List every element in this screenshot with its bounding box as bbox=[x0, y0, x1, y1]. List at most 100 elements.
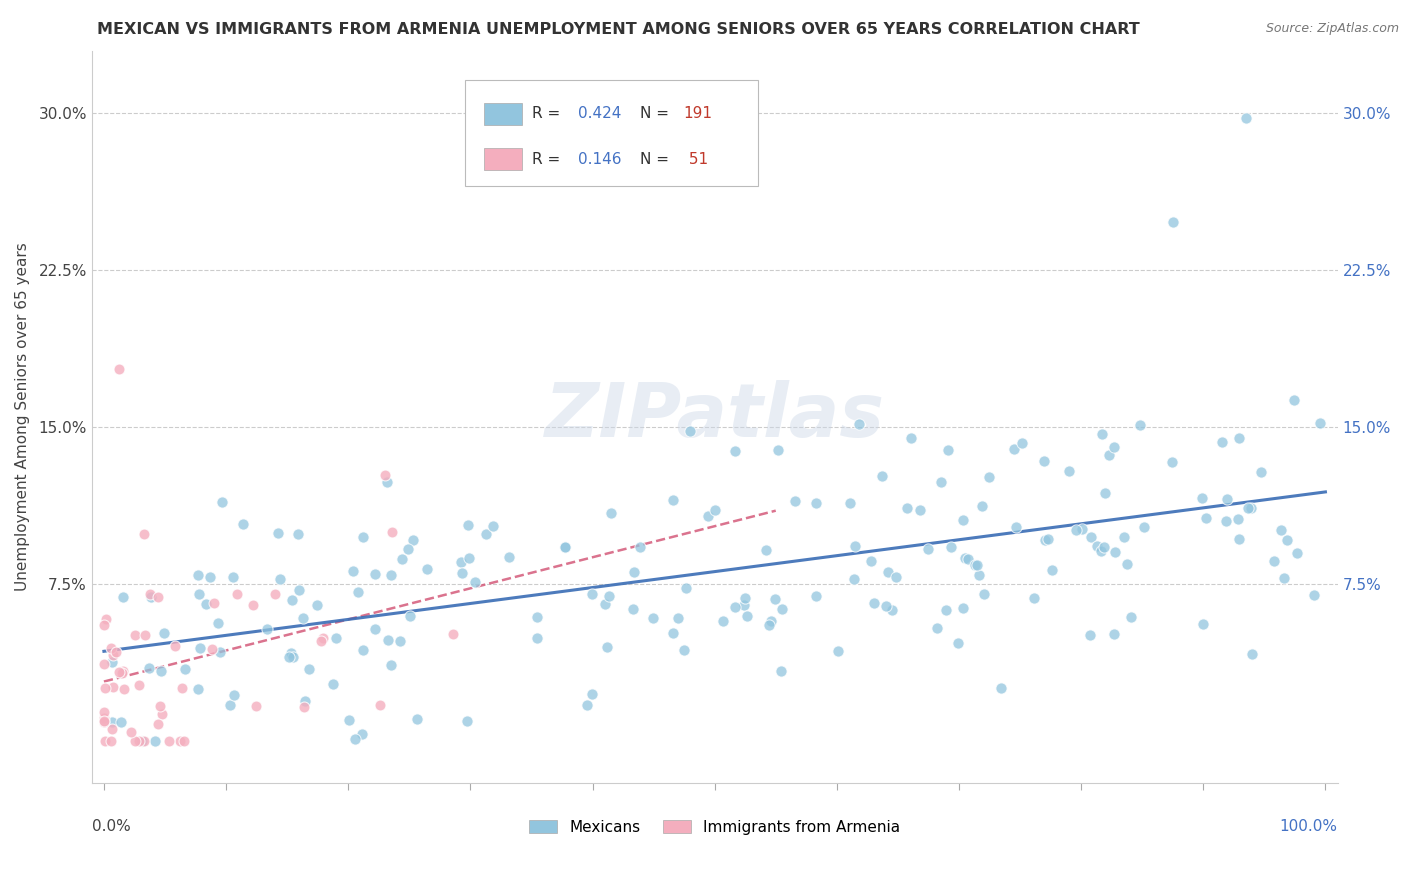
Point bbox=[662, 493, 685, 508]
Point bbox=[875, 599, 897, 613]
Point bbox=[1240, 501, 1263, 516]
Point bbox=[146, 591, 169, 605]
Point bbox=[1064, 523, 1087, 537]
Point bbox=[1234, 111, 1257, 125]
Point bbox=[575, 698, 598, 712]
Point bbox=[896, 501, 918, 516]
Point bbox=[174, 662, 197, 676]
Point bbox=[294, 694, 316, 708]
Text: 100.0%: 100.0% bbox=[1279, 819, 1337, 834]
Point bbox=[759, 614, 782, 628]
Point bbox=[322, 677, 344, 691]
Point bbox=[1022, 591, 1045, 605]
Point bbox=[202, 597, 225, 611]
Point bbox=[859, 554, 882, 568]
Point bbox=[112, 682, 135, 697]
Point bbox=[628, 540, 651, 554]
Point bbox=[370, 698, 392, 712]
Point bbox=[269, 572, 291, 586]
Point bbox=[1226, 512, 1249, 526]
Point bbox=[194, 597, 217, 611]
Point bbox=[936, 442, 959, 457]
Point bbox=[256, 622, 278, 636]
Point bbox=[946, 635, 969, 649]
Point bbox=[1011, 435, 1033, 450]
Point bbox=[827, 644, 849, 658]
Point bbox=[149, 699, 172, 714]
Point bbox=[224, 688, 246, 702]
Point bbox=[1161, 455, 1184, 469]
Point bbox=[1080, 530, 1102, 544]
Point bbox=[723, 443, 745, 458]
Point bbox=[93, 657, 115, 672]
Point bbox=[970, 499, 993, 513]
Point bbox=[1071, 522, 1094, 536]
Point bbox=[1104, 545, 1126, 559]
Point bbox=[908, 503, 931, 517]
Point bbox=[297, 662, 319, 676]
Point bbox=[101, 655, 124, 669]
Point bbox=[364, 567, 387, 582]
Point bbox=[352, 530, 374, 544]
Point bbox=[152, 626, 174, 640]
Point bbox=[666, 611, 689, 625]
Point bbox=[990, 681, 1012, 695]
Point bbox=[399, 608, 422, 623]
Point bbox=[1091, 426, 1114, 441]
Text: R =: R = bbox=[531, 152, 565, 167]
Point bbox=[93, 711, 115, 725]
Point bbox=[288, 583, 311, 598]
Point bbox=[1215, 514, 1237, 528]
Point bbox=[770, 601, 793, 615]
Point bbox=[884, 570, 907, 584]
Legend: Mexicans, Immigrants from Armenia: Mexicans, Immigrants from Armenia bbox=[523, 814, 905, 841]
Point bbox=[704, 503, 727, 517]
Point bbox=[305, 599, 328, 613]
Point bbox=[456, 714, 478, 728]
Point bbox=[1078, 628, 1101, 642]
Point bbox=[1036, 532, 1059, 546]
Point bbox=[711, 614, 734, 628]
Point bbox=[917, 541, 939, 556]
Point bbox=[170, 681, 193, 696]
Point bbox=[363, 622, 385, 636]
Point bbox=[498, 549, 520, 564]
Point bbox=[108, 665, 131, 679]
Point bbox=[1040, 563, 1063, 577]
Point bbox=[111, 665, 134, 680]
Point bbox=[264, 587, 287, 601]
Point bbox=[839, 496, 862, 510]
Point bbox=[401, 533, 423, 547]
Point bbox=[292, 699, 315, 714]
Point bbox=[952, 512, 974, 526]
Point bbox=[190, 641, 212, 656]
Point bbox=[280, 646, 302, 660]
Point bbox=[342, 564, 364, 578]
Point bbox=[134, 628, 156, 642]
Y-axis label: Unemployment Among Seniors over 65 years: Unemployment Among Seniors over 65 years bbox=[15, 243, 30, 591]
Text: N =: N = bbox=[640, 152, 673, 167]
Point bbox=[973, 586, 995, 600]
Point bbox=[900, 431, 922, 445]
Point bbox=[343, 732, 366, 747]
Point bbox=[1192, 617, 1215, 632]
Point bbox=[735, 608, 758, 623]
Point bbox=[482, 518, 505, 533]
Point bbox=[1250, 465, 1272, 479]
Point bbox=[1161, 215, 1184, 229]
Point bbox=[120, 724, 142, 739]
Point bbox=[450, 555, 472, 569]
Point bbox=[806, 589, 828, 603]
Point bbox=[211, 494, 233, 508]
Point bbox=[391, 551, 413, 566]
Point bbox=[325, 631, 347, 645]
Point bbox=[842, 573, 865, 587]
Point bbox=[768, 443, 790, 458]
Point bbox=[337, 714, 360, 728]
FancyBboxPatch shape bbox=[465, 80, 758, 186]
Point bbox=[131, 734, 153, 748]
Point bbox=[139, 591, 162, 605]
Point bbox=[222, 570, 245, 584]
Point bbox=[844, 539, 866, 553]
Point bbox=[724, 599, 747, 614]
